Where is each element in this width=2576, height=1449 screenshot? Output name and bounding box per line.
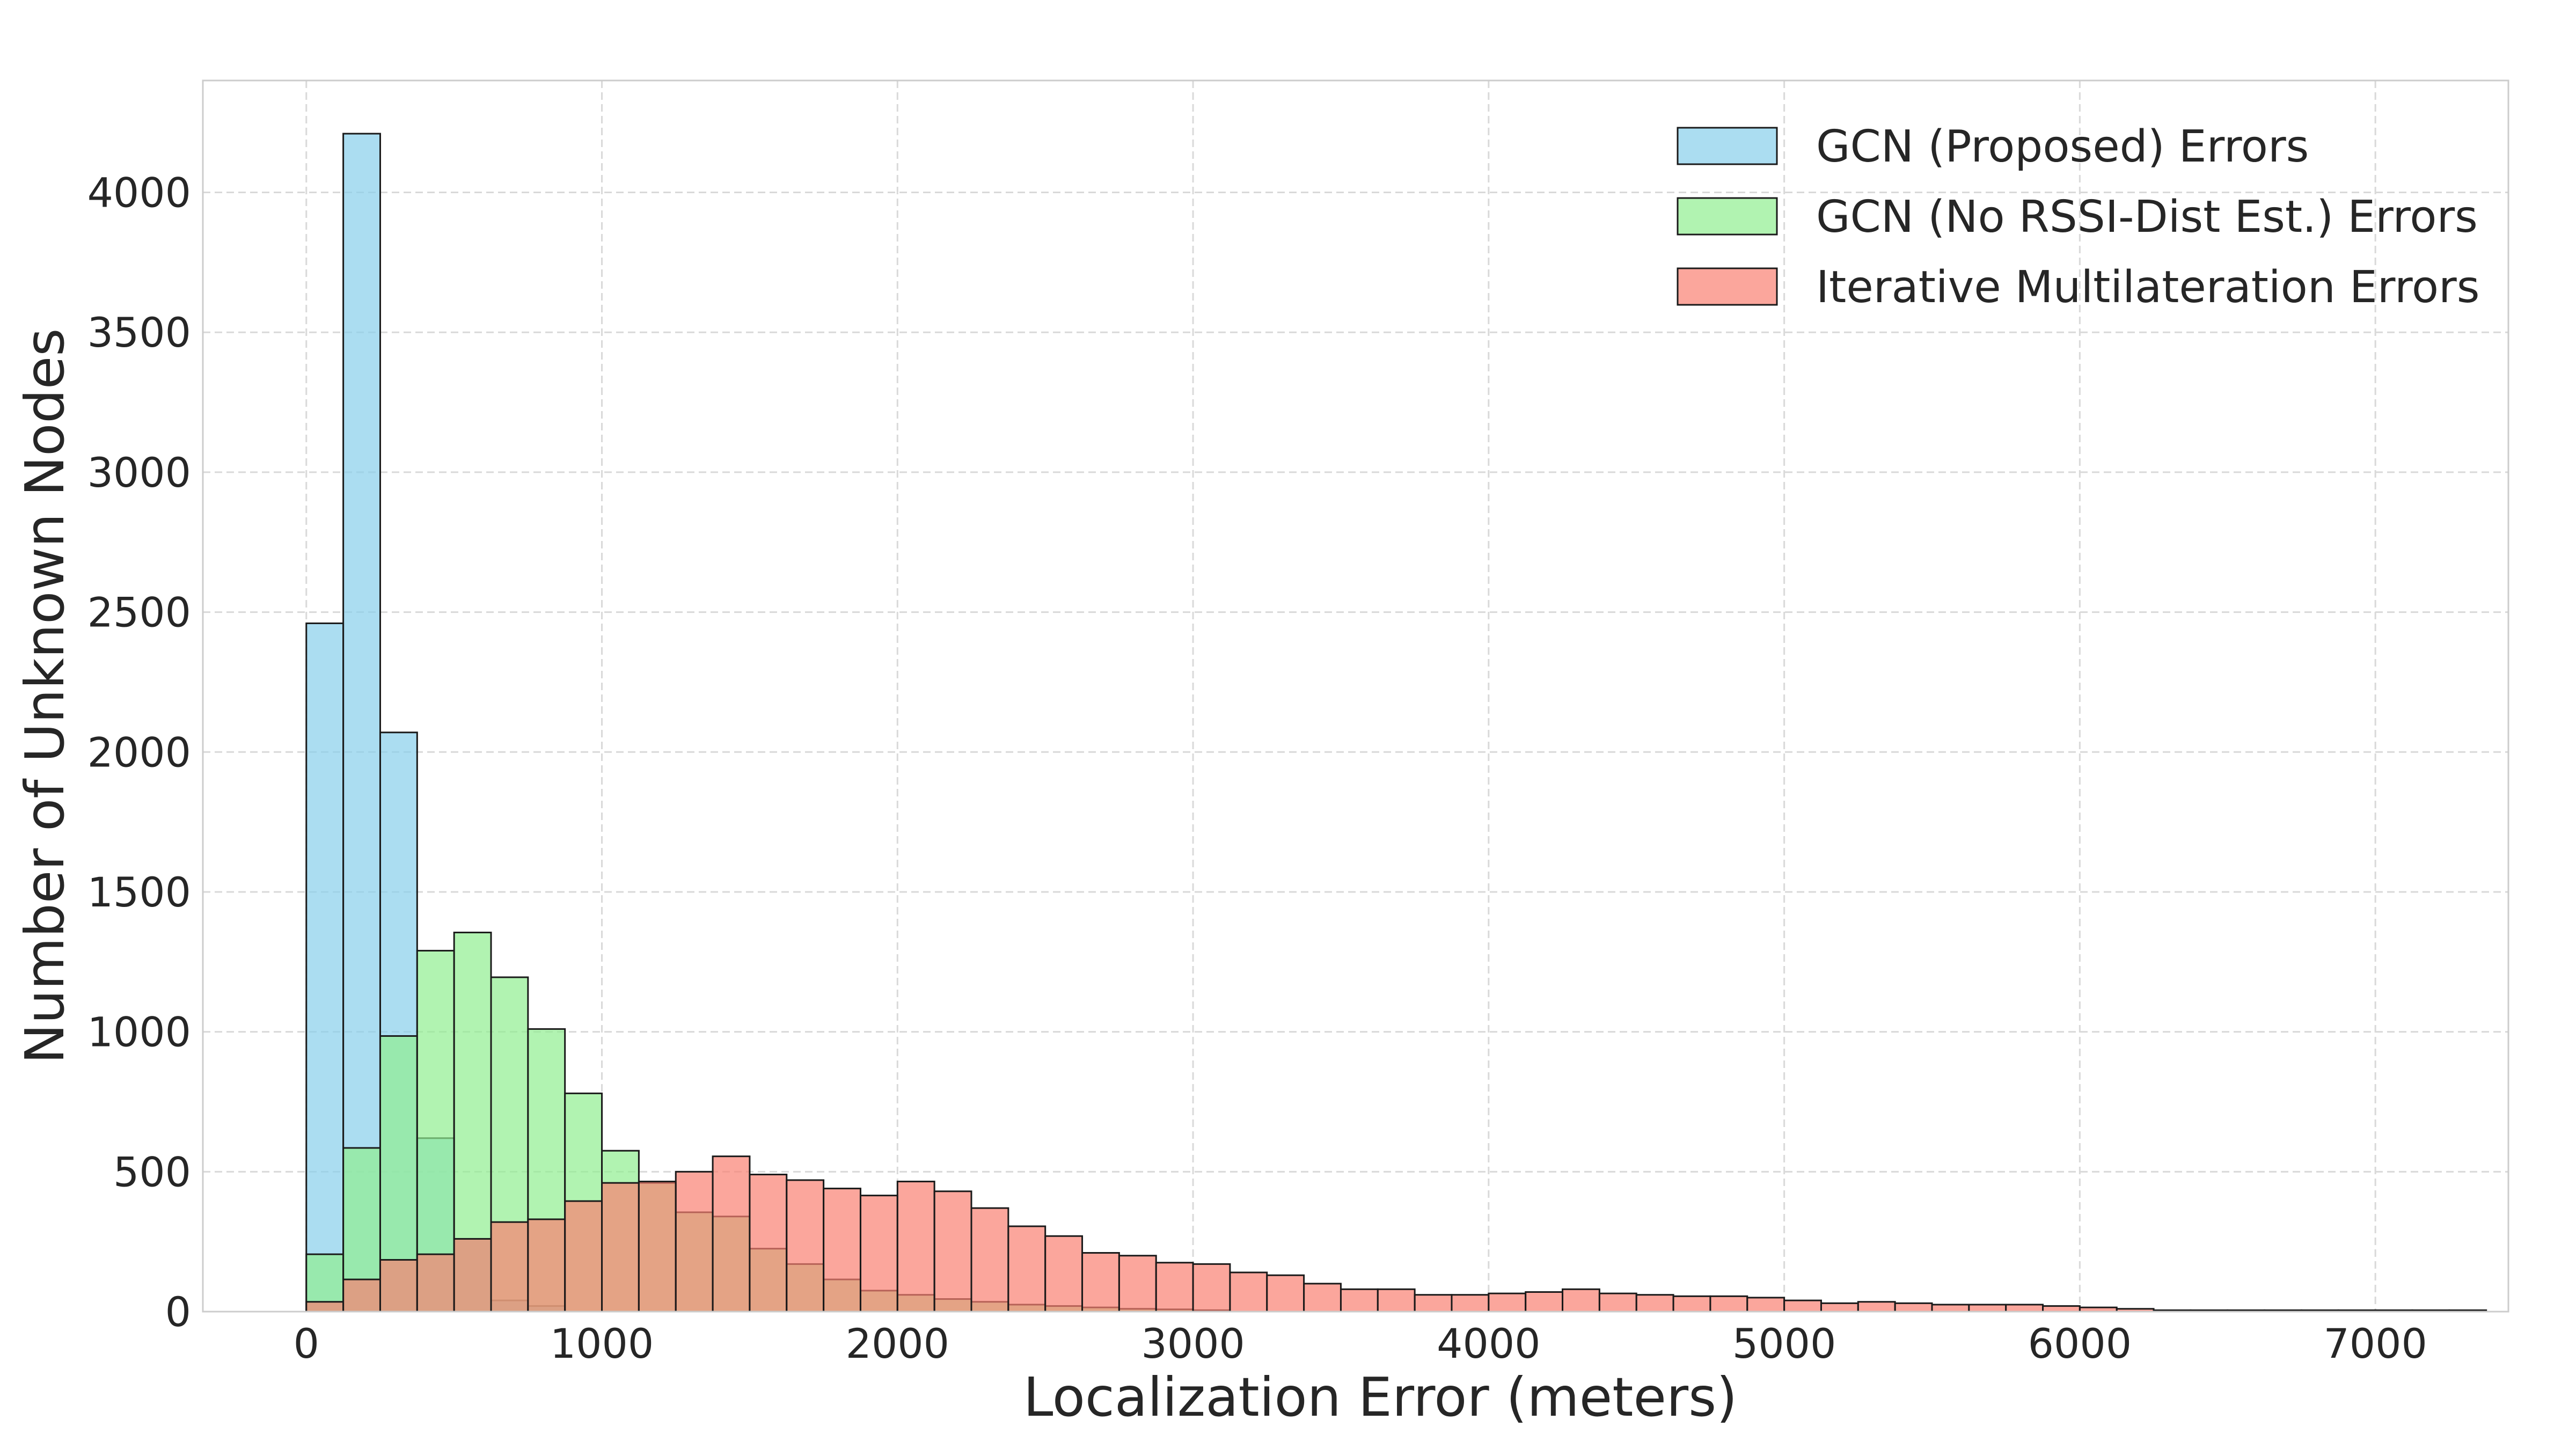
y-tick-label: 500 (113, 1148, 191, 1196)
histogram-bar-series-3 (1081, 1252, 1120, 1313)
histogram-bar-series-3 (379, 1259, 418, 1313)
legend-label: Iterative Multilateration Errors (1816, 262, 2480, 313)
x-axis-title: Localization Error (meters) (1023, 1366, 1738, 1429)
y-tick-label: 3000 (87, 449, 191, 496)
histogram-bar-series-3 (342, 1278, 381, 1313)
histogram-bar-series-3 (1672, 1295, 1711, 1313)
histogram-bar-series-3 (1525, 1291, 1564, 1313)
histogram-bar-series-3 (749, 1174, 788, 1313)
histogram-bar-series-3 (1820, 1302, 1859, 1313)
histogram-bar-series-3 (453, 1238, 492, 1313)
histogram-bar-series-3 (896, 1181, 935, 1313)
histogram-bar-series-3 (490, 1221, 529, 1313)
x-tick-label: 0 (294, 1320, 319, 1367)
histogram-bar-series-3 (1635, 1294, 1674, 1313)
histogram-bar-series-1 (342, 133, 381, 1313)
y-tick-label: 4000 (87, 169, 191, 217)
histogram-bar-series-3 (1414, 1294, 1453, 1313)
histogram-bar-series-3 (970, 1207, 1009, 1313)
histogram-bar-series-2 (416, 949, 455, 1313)
x-tick-label: 1000 (550, 1320, 654, 1367)
histogram-bar-series-3 (859, 1195, 898, 1313)
histogram-bar-series-3 (1340, 1288, 1379, 1313)
histogram-bar-series-3 (1007, 1225, 1046, 1313)
legend-label: GCN (No RSSI-Dist Est.) Errors (1816, 192, 2478, 243)
x-tick-label: 2000 (846, 1320, 949, 1367)
histogram-bar-series-3 (675, 1170, 714, 1313)
y-tick-label: 1500 (87, 868, 191, 916)
histogram-bar-series-3 (1598, 1292, 1637, 1313)
histogram-bar-series-3 (1192, 1263, 1231, 1313)
histogram-bar-series-3 (1118, 1255, 1157, 1313)
x-tick-label: 6000 (2028, 1320, 2132, 1367)
histogram-bar-series-3 (1229, 1271, 1268, 1313)
histogram-bar-series-3 (712, 1155, 751, 1313)
histogram-bar-series-3 (1155, 1262, 1194, 1313)
x-tick-labels: 0 1000 2000 3000 4000 5000 6000 7000 (294, 1320, 2427, 1367)
x-tick-label: 3000 (1141, 1320, 1245, 1367)
grid (203, 80, 2508, 1313)
histogram-bar-series-3 (1266, 1274, 1305, 1313)
histogram-bar-series-3 (1709, 1295, 1748, 1313)
y-tick-labels: 0 500 1000 1500 2000 2500 3000 3500 4000 (87, 169, 191, 1336)
histogram-bar-series-3 (823, 1188, 861, 1313)
histogram-bar-series-3 (564, 1200, 603, 1313)
y-tick-label: 3500 (87, 309, 191, 356)
histogram-bar-series-3 (601, 1182, 640, 1313)
histogram-bar-series-1 (305, 622, 345, 1313)
histogram-bar-series-3 (2042, 1305, 2081, 1313)
histogram-bar-series-3 (1783, 1299, 1822, 1313)
histogram-bar-series-3 (1303, 1283, 1342, 1313)
y-tick-label: 2500 (87, 589, 191, 636)
histogram-bar-series-3 (638, 1181, 677, 1313)
histogram-bar-series-3 (1377, 1288, 1416, 1313)
y-axis-title: Number of Unknown Nodes (13, 328, 76, 1064)
histogram-bar-series-3 (1931, 1304, 1970, 1313)
histogram-bar-series-3 (1488, 1292, 1527, 1313)
histogram-bar-series-3 (1746, 1297, 1785, 1313)
histogram-bar-series-3 (1044, 1235, 1084, 1313)
x-tick-label: 7000 (2323, 1320, 2427, 1367)
legend-swatch (1677, 127, 1778, 165)
histogram-bar-series-3 (1562, 1288, 1600, 1313)
histogram-bar-series-3 (933, 1190, 972, 1313)
legend-swatch (1677, 197, 1778, 236)
y-tick-label: 2000 (87, 728, 191, 776)
histogram-bar-series-3 (1968, 1304, 2007, 1313)
histogram-bar-series-3 (527, 1218, 566, 1313)
histogram-bar-series-3 (416, 1253, 455, 1313)
x-tick-label: 5000 (1732, 1320, 1836, 1367)
legend-swatch (1677, 267, 1778, 306)
histogram-bar-series-3 (786, 1179, 825, 1313)
histogram-bar-series-3 (2005, 1304, 2044, 1313)
x-tick-label: 4000 (1437, 1320, 1540, 1367)
y-tick-label: 0 (165, 1288, 191, 1336)
legend-label: GCN (Proposed) Errors (1816, 121, 2309, 172)
histogram-bar-series-3 (1894, 1302, 1933, 1313)
histogram-bar-series-3 (305, 1301, 345, 1313)
plot-frame (202, 79, 2509, 1313)
legend: GCN (Proposed) Errors GCN (No RSSI-Dist E… (1677, 121, 2480, 313)
histogram-bar-series-3 (1451, 1294, 1490, 1313)
histogram-bar-series-3 (1857, 1301, 1896, 1313)
y-tick-label: 1000 (87, 1008, 191, 1056)
